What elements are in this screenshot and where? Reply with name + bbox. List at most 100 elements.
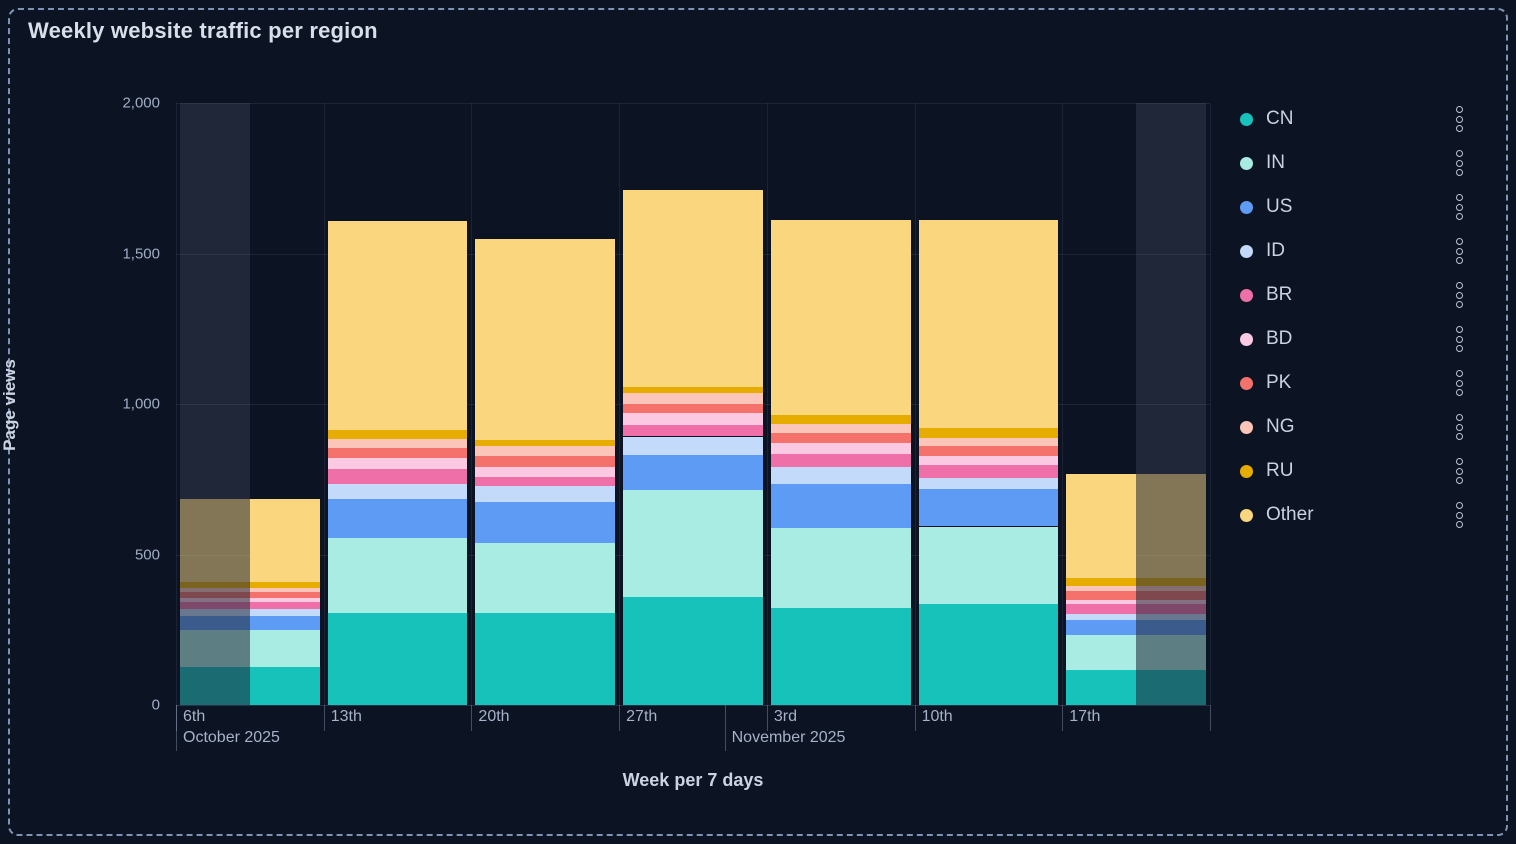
bar-segment-PK-3rd[interactable] xyxy=(770,433,911,444)
kebab-dots-icon[interactable] xyxy=(1453,235,1466,267)
bar-segment-RU-13th[interactable] xyxy=(327,430,468,439)
legend-item-CN[interactable]: CN xyxy=(1240,97,1480,141)
bar-segment-CN-3rd[interactable] xyxy=(770,607,911,705)
bar-segment-IN-13th[interactable] xyxy=(327,537,468,614)
legend-item-PK[interactable]: PK xyxy=(1240,361,1480,405)
bar-segment-CN-13th[interactable] xyxy=(327,613,468,705)
bar-segment-NG-13th[interactable] xyxy=(327,438,468,448)
bar-segment-CN-10th[interactable] xyxy=(918,603,1059,705)
bar-segment-BD-6th[interactable] xyxy=(249,598,320,603)
bar-segment-CN-6th[interactable] xyxy=(249,666,320,705)
bar-segment-US-17th[interactable] xyxy=(1136,620,1206,636)
bar-segment-BD-6th[interactable] xyxy=(180,598,250,603)
bar-segment-IN-20th[interactable] xyxy=(475,543,616,614)
bar-segment-IN-17th[interactable] xyxy=(1066,635,1137,671)
bar-segment-BR-6th[interactable] xyxy=(180,602,250,609)
legend-item-Other[interactable]: Other xyxy=(1240,493,1480,537)
bar-segment-ID-6th[interactable] xyxy=(180,608,250,616)
bar-segment-IN-6th[interactable] xyxy=(180,630,250,667)
bar-segment-IN-27th[interactable] xyxy=(623,490,763,597)
bar-segment-BD-20th[interactable] xyxy=(475,466,616,477)
bar-segment-US-6th[interactable] xyxy=(249,615,320,631)
bar-segment-BR-10th[interactable] xyxy=(918,464,1059,479)
bar-segment-PK-17th[interactable] xyxy=(1066,590,1137,600)
bar-segment-BR-20th[interactable] xyxy=(475,476,616,487)
bar-segment-BR-17th[interactable] xyxy=(1136,604,1206,614)
bar-segment-RU-17th[interactable] xyxy=(1136,578,1206,586)
kebab-dots-icon[interactable] xyxy=(1453,455,1466,487)
bar-segment-Other-27th[interactable] xyxy=(623,190,763,387)
bar-segment-Other-6th[interactable] xyxy=(180,498,250,582)
bar-segment-IN-3rd[interactable] xyxy=(770,527,911,608)
legend-item-RU[interactable]: RU xyxy=(1240,449,1480,493)
bar-segment-ID-10th[interactable] xyxy=(918,478,1059,490)
bar-segment-ID-13th[interactable] xyxy=(327,484,468,499)
bar-segment-US-27th[interactable] xyxy=(623,455,763,491)
bar-segment-IN-10th[interactable] xyxy=(918,526,1059,604)
bar-segment-RU-20th[interactable] xyxy=(475,439,616,447)
bar-segment-NG-3rd[interactable] xyxy=(770,423,911,434)
bar-segment-RU-17th[interactable] xyxy=(1066,578,1137,586)
bar-segment-CN-6th[interactable] xyxy=(180,666,250,705)
bar-segment-PK-20th[interactable] xyxy=(475,456,616,467)
legend-item-BD[interactable]: BD xyxy=(1240,317,1480,361)
kebab-dots-icon[interactable] xyxy=(1453,499,1466,531)
bar-segment-BR-27th[interactable] xyxy=(623,425,763,437)
bar-segment-IN-6th[interactable] xyxy=(249,630,320,667)
legend-item-US[interactable]: US xyxy=(1240,185,1480,229)
bar-segment-Other-13th[interactable] xyxy=(327,221,468,431)
bar-segment-CN-20th[interactable] xyxy=(475,613,616,705)
kebab-dots-icon[interactable] xyxy=(1453,103,1466,135)
bar-segment-BD-27th[interactable] xyxy=(623,413,763,426)
bar-segment-RU-3rd[interactable] xyxy=(770,415,911,424)
bar-segment-BR-6th[interactable] xyxy=(249,602,320,609)
legend-item-NG[interactable]: NG xyxy=(1240,405,1480,449)
bar-segment-Other-20th[interactable] xyxy=(475,239,616,440)
bar-segment-US-20th[interactable] xyxy=(475,501,616,544)
bar-segment-RU-10th[interactable] xyxy=(918,428,1059,438)
bar-segment-RU-6th[interactable] xyxy=(180,581,250,588)
bar-segment-NG-10th[interactable] xyxy=(918,438,1059,447)
bar-segment-Other-17th[interactable] xyxy=(1136,474,1206,579)
bar-segment-BR-13th[interactable] xyxy=(327,469,468,485)
bar-segment-PK-6th[interactable] xyxy=(180,592,250,599)
bar-segment-PK-10th[interactable] xyxy=(918,446,1059,457)
kebab-dots-icon[interactable] xyxy=(1453,411,1466,443)
bar-segment-US-13th[interactable] xyxy=(327,498,468,538)
bar-segment-NG-27th[interactable] xyxy=(623,392,763,404)
kebab-dots-icon[interactable] xyxy=(1453,147,1466,179)
bar-segment-ID-3rd[interactable] xyxy=(770,466,911,485)
legend-item-ID[interactable]: ID xyxy=(1240,229,1480,273)
bar-segment-Other-6th[interactable] xyxy=(249,498,320,582)
bar-segment-ID-27th[interactable] xyxy=(623,436,763,456)
bar-segment-PK-13th[interactable] xyxy=(327,447,468,458)
bar-segment-RU-27th[interactable] xyxy=(623,386,763,393)
bar-segment-ID-20th[interactable] xyxy=(475,486,616,502)
kebab-dots-icon[interactable] xyxy=(1453,323,1466,355)
bar-segment-Other-3rd[interactable] xyxy=(770,220,911,416)
bar-segment-US-6th[interactable] xyxy=(180,615,250,631)
bar-segment-BR-3rd[interactable] xyxy=(770,453,911,467)
bar-segment-ID-17th[interactable] xyxy=(1136,613,1206,621)
bar-segment-PK-17th[interactable] xyxy=(1136,590,1206,600)
bar-segment-CN-17th[interactable] xyxy=(1066,670,1137,705)
bar-segment-ID-6th[interactable] xyxy=(249,608,320,616)
bar-segment-NG-6th[interactable] xyxy=(249,587,320,593)
bar-segment-NG-17th[interactable] xyxy=(1136,585,1206,591)
bar-segment-ID-17th[interactable] xyxy=(1066,613,1137,621)
bar-segment-NG-20th[interactable] xyxy=(475,446,616,457)
bar-segment-BD-10th[interactable] xyxy=(918,456,1059,465)
bar-segment-IN-17th[interactable] xyxy=(1136,635,1206,671)
bar-segment-PK-6th[interactable] xyxy=(249,592,320,599)
bar-segment-Other-17th[interactable] xyxy=(1066,474,1137,579)
bar-segment-PK-27th[interactable] xyxy=(623,403,763,414)
bar-segment-CN-17th[interactable] xyxy=(1136,670,1206,705)
bar-segment-BD-13th[interactable] xyxy=(327,457,468,469)
bar-segment-BR-17th[interactable] xyxy=(1066,604,1137,614)
bar-segment-RU-6th[interactable] xyxy=(249,581,320,588)
bar-segment-BD-3rd[interactable] xyxy=(770,443,911,454)
bar-segment-CN-27th[interactable] xyxy=(623,596,763,705)
kebab-dots-icon[interactable] xyxy=(1453,367,1466,399)
kebab-dots-icon[interactable] xyxy=(1453,279,1466,311)
bar-segment-Other-10th[interactable] xyxy=(918,219,1059,429)
